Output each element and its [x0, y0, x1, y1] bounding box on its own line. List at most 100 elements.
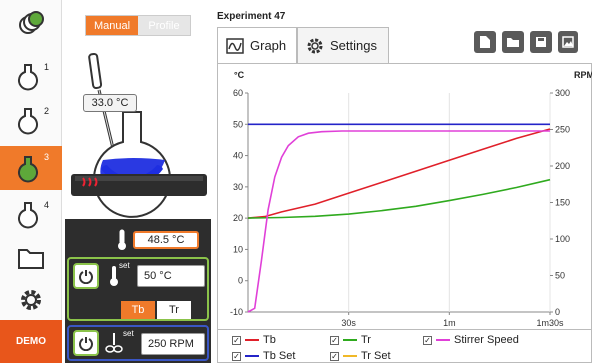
save-button[interactable] [530, 31, 552, 53]
reactor-illustration [71, 52, 207, 218]
thermometer-icon [118, 229, 126, 250]
set-label: set [123, 329, 134, 338]
hotplate-icon [71, 174, 207, 196]
legend-label: Tr [361, 334, 371, 346]
y-left-tick-label: 50 [233, 119, 243, 129]
graph-panel[interactable]: °C RPM 60 50 40 30 20 10 0 -10 300 250 200 150 100 50… [217, 63, 592, 330]
legend-checkbox[interactable]: ✓ [232, 351, 241, 361]
series-line-tr [247, 178, 551, 219]
temperature-control: set 50 °C Tb Tr [67, 257, 209, 321]
mode-manual-button[interactable]: Manual [86, 16, 138, 35]
folder-icon [507, 38, 519, 47]
legend-item-tb-set[interactable]: ✓ Tb Set [232, 350, 295, 362]
y-left-tick-label: 20 [233, 213, 243, 223]
reactor-temperature: 48.5 °C [133, 231, 199, 249]
all-reactors-icon [19, 11, 44, 34]
y-left-tick-label: 0 [238, 276, 243, 286]
reactor-number: 1 [44, 62, 50, 72]
gear-icon [307, 38, 323, 53]
nav-reactor-3[interactable]: 3 [0, 146, 62, 190]
y-right-tick-label: 250 [555, 125, 570, 135]
legend-checkbox[interactable]: ✓ [232, 335, 241, 345]
reactor-flask-icon [93, 111, 171, 218]
mode-profile-button[interactable]: Profile [138, 16, 190, 35]
stirrer-control: set 250 RPM [67, 325, 209, 361]
legend-line [245, 355, 259, 357]
y-right-tick-label: 100 [555, 234, 570, 244]
y-left-tick-label: 60 [233, 88, 243, 98]
legend-item-tr[interactable]: ✓ Tr [330, 334, 371, 346]
chart-legend: ✓ Tb ✓ Tr ✓ Stirrer Speed ✓ Tb Set ✓ Tr Set [217, 330, 592, 363]
image-icon [562, 36, 574, 48]
reactor-number: 4 [44, 200, 50, 210]
power-icon [79, 270, 93, 284]
set-label: set [119, 261, 130, 270]
new-file-button[interactable] [474, 31, 496, 53]
tab-graph[interactable]: Graph [217, 27, 297, 63]
y-left-axis-label: °C [234, 70, 245, 80]
legend-checkbox[interactable]: ✓ [423, 335, 432, 345]
series-line-stirrer-speed [247, 130, 550, 313]
nav-reactor-1[interactable]: 1 [0, 56, 62, 96]
legend-line [245, 339, 259, 341]
flask-icon [18, 64, 38, 91]
legend-line [343, 339, 357, 341]
nav-reactor-2[interactable]: 2 [0, 100, 62, 140]
tab-graph-label: Graph [250, 38, 287, 53]
stirrer-power-button[interactable] [73, 330, 99, 356]
new-file-icon [480, 36, 490, 48]
y-right-tick-label: 300 [555, 88, 570, 98]
y-left-tick-label: 40 [233, 151, 243, 161]
probe-temperature: 33.0 °C [83, 94, 137, 112]
legend-item-tr-set[interactable]: ✓ Tr Set [330, 350, 391, 362]
y-left-tick-label: 30 [233, 182, 243, 192]
flask-icon [18, 108, 38, 135]
flask-icon [18, 156, 38, 183]
legend-label: Tb Set [263, 350, 296, 362]
mode-toggle[interactable]: Manual Profile [85, 15, 191, 36]
temperature-power-button[interactable] [73, 263, 99, 289]
save-icon [536, 37, 546, 47]
nav-settings[interactable] [0, 280, 62, 320]
y-right-axis-label: RPM [574, 70, 592, 80]
legend-checkbox[interactable]: ✓ [330, 335, 339, 345]
reactor-number: 2 [44, 106, 50, 116]
flask-icon [18, 202, 38, 229]
experiment-title: Experiment 47 [217, 11, 286, 22]
tab-settings-label: Settings [330, 38, 377, 53]
legend-label: Tb [263, 334, 276, 346]
legend-checkbox[interactable]: ✓ [330, 351, 339, 361]
stirrer-setpoint-field[interactable]: 250 RPM [141, 333, 205, 355]
thermometer-icon [110, 266, 118, 286]
y-right-tick-label: 0 [555, 307, 560, 317]
reactor-nav: 1 2 3 4 [0, 0, 62, 363]
x-tick-label: 30s [341, 318, 356, 328]
control-panel: 48.5 °C set 50 °C Tb Tr [65, 219, 211, 363]
power-icon [79, 337, 93, 351]
reactor-panel: Manual Profile 33.0 ° [63, 0, 213, 363]
x-tick-label: 1m30s [536, 318, 564, 328]
control-tb-button[interactable]: Tb [121, 301, 155, 319]
open-folder-button[interactable] [502, 31, 524, 53]
series-line-tb [247, 128, 551, 219]
y-right-tick-label: 150 [555, 198, 570, 208]
demo-badge[interactable]: DEMO [0, 320, 62, 363]
y-right-tick-label: 50 [555, 271, 565, 281]
legend-item-stirrer-speed[interactable]: ✓ Stirrer Speed [423, 334, 519, 346]
legend-label: Stirrer Speed [454, 334, 519, 346]
stirrer-icon [105, 333, 123, 353]
y-left-tick-label: 10 [233, 244, 243, 254]
nav-folder[interactable] [0, 238, 62, 278]
export-image-button[interactable] [558, 31, 578, 53]
nav-reactor-4[interactable]: 4 [0, 194, 62, 234]
temperature-chart: °C RPM 6050403020100-1030025020015010050… [230, 70, 592, 328]
temperature-setpoint-field[interactable]: 50 °C [137, 265, 205, 287]
y-right-tick-label: 200 [555, 161, 570, 171]
nav-all-reactors[interactable] [0, 2, 62, 42]
legend-line [343, 355, 357, 357]
x-tick-label: 1m [443, 318, 456, 328]
tab-settings[interactable]: Settings [297, 27, 389, 63]
control-tr-button[interactable]: Tr [157, 301, 191, 319]
gear-icon [21, 290, 41, 310]
legend-item-tb[interactable]: ✓ Tb [232, 334, 276, 346]
